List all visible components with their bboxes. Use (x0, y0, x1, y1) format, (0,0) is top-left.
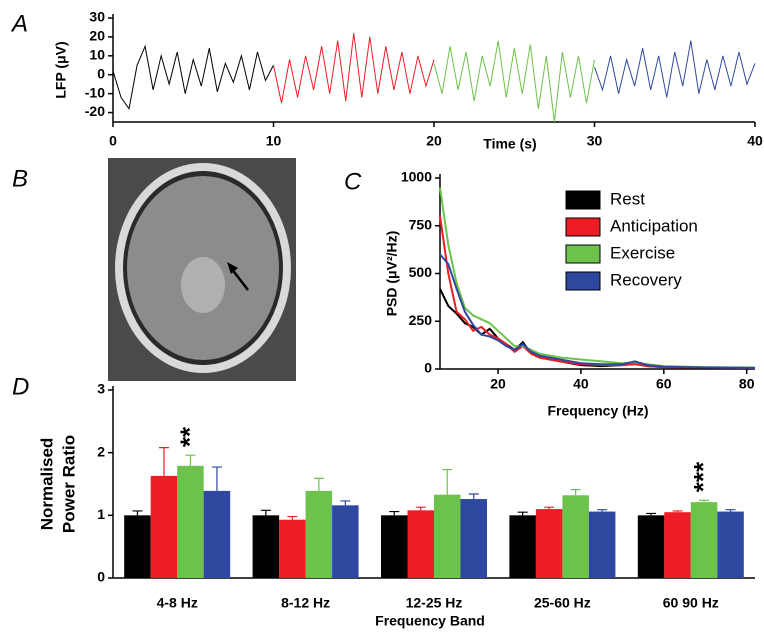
figure: -20-100102030010203040Time (s)LFP (μV)AB… (0, 0, 764, 632)
significance: *** (688, 461, 718, 492)
bar (562, 495, 589, 578)
error-bar (518, 512, 528, 515)
error-bar (469, 494, 479, 499)
y-tick-label: 1 (97, 506, 105, 522)
legend-swatch (566, 191, 600, 209)
y-tick-label: 3 (97, 381, 105, 397)
bar (381, 515, 408, 578)
error-bar (261, 510, 271, 515)
x-tick-label: 25-60 Hz (534, 595, 591, 611)
y-axis-label: Normalised (37, 438, 56, 531)
error-bar (442, 470, 452, 495)
error-bar (389, 512, 399, 516)
y-tick-label: -20 (85, 103, 105, 119)
error-bar (340, 501, 350, 505)
bar (204, 491, 231, 578)
error-bar (571, 490, 581, 496)
error-bar (699, 500, 709, 502)
error-bar (673, 511, 683, 512)
y-tick-label: 20 (89, 28, 105, 44)
x-tick-label: 60 (656, 376, 672, 392)
data-line (440, 254, 755, 367)
error-bar (726, 510, 736, 512)
x-tick-label: 20 (490, 376, 506, 392)
error-bar (287, 517, 297, 520)
y-tick-label: 500 (409, 264, 433, 280)
y-tick-label: 0 (424, 360, 432, 376)
bar (279, 520, 306, 578)
legend-label: Exercise (610, 243, 675, 262)
bar (306, 491, 333, 578)
bar (408, 510, 435, 578)
data-line (113, 46, 274, 108)
y-tick-label: 30 (89, 9, 105, 25)
data-line (595, 41, 756, 98)
legend-swatch (566, 218, 600, 236)
bar (461, 499, 488, 578)
data-line (274, 33, 435, 103)
y-tick-label: 250 (409, 312, 433, 328)
y-tick-label: -10 (85, 84, 105, 100)
y-tick-label: 0 (97, 65, 105, 81)
y-tick-label: 1000 (401, 169, 432, 185)
panel-label: B (12, 165, 28, 192)
data-line (440, 216, 755, 368)
legend-swatch (566, 245, 600, 263)
x-axis-label: Frequency Band (375, 613, 485, 629)
bar (253, 515, 280, 578)
legend-label: Rest (610, 189, 645, 208)
bar (151, 476, 178, 578)
y-axis-label: LFP (μV) (53, 41, 69, 98)
y-axis-label: Power Ratio (59, 435, 78, 533)
x-tick-label: 12-25 Hz (406, 595, 463, 611)
legend-swatch (566, 272, 600, 290)
bar (509, 515, 536, 578)
y-axis-label: PSD (μV²/Hz) (384, 231, 400, 317)
x-tick-label: 40 (747, 133, 763, 149)
y-tick-label: 750 (409, 216, 433, 232)
error-bar (416, 507, 426, 510)
panel-label: D (12, 373, 29, 400)
error-bar (597, 510, 607, 512)
bar (434, 495, 461, 578)
x-axis-label: Frequency (Hz) (547, 403, 648, 419)
x-tick-label: 30 (587, 133, 603, 149)
x-tick-label: 10 (266, 133, 282, 149)
y-tick-label: 10 (89, 47, 105, 63)
bar (717, 512, 744, 578)
y-tick-label: 0 (97, 569, 105, 585)
bar (589, 512, 616, 578)
significance: ** (174, 426, 204, 447)
data-line (434, 41, 595, 122)
x-axis-label: Time (s) (483, 136, 536, 152)
y-tick-label: 2 (97, 443, 105, 459)
x-tick-label: 80 (739, 376, 755, 392)
error-bar (212, 467, 222, 491)
bar (124, 515, 151, 578)
bar (638, 515, 665, 578)
x-tick-label: 0 (109, 133, 117, 149)
bar (332, 505, 359, 578)
legend-label: Recovery (610, 270, 682, 289)
x-tick-label: 60 90 Hz (663, 595, 719, 611)
x-tick-label: 8-12 Hz (281, 595, 330, 611)
error-bar (646, 513, 656, 515)
mri-center (181, 257, 225, 313)
x-tick-label: 20 (426, 133, 442, 149)
legend-label: Anticipation (610, 216, 698, 235)
error-bar (185, 455, 195, 466)
bar (536, 509, 563, 578)
bar (177, 466, 204, 578)
bar (691, 502, 718, 578)
error-bar (314, 478, 324, 491)
panel-label: A (10, 10, 28, 37)
x-tick-label: 4-8 Hz (157, 595, 198, 611)
panel-label: C (344, 168, 362, 195)
error-bar (544, 507, 554, 509)
data-line (440, 289, 755, 368)
bar (664, 512, 691, 578)
x-tick-label: 40 (573, 376, 589, 392)
error-bar (132, 511, 142, 515)
error-bar (159, 448, 169, 476)
